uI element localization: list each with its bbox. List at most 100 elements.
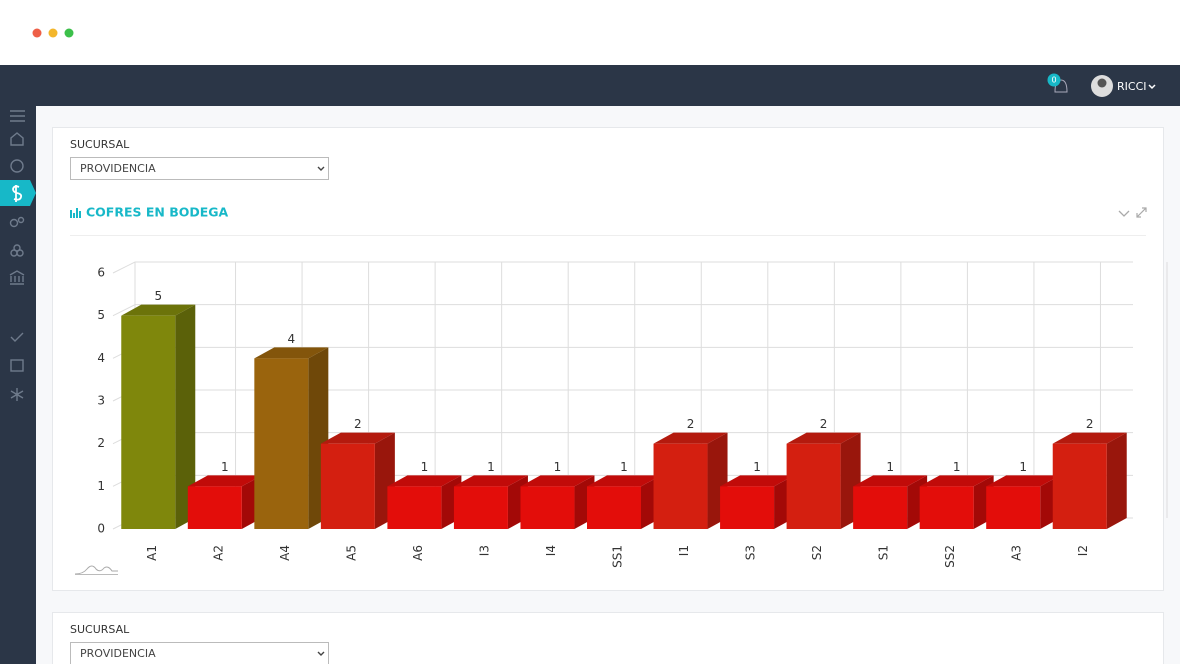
data-label: 1	[953, 460, 961, 474]
filter-label: SUCURSAL	[70, 623, 130, 636]
bar-top	[853, 475, 928, 487]
x-tick-label: A1	[145, 545, 159, 561]
y-tick-label: 2	[97, 436, 105, 450]
bar-top	[786, 432, 861, 444]
x-tick-label: S3	[744, 545, 758, 560]
y-tick-label: 1	[97, 479, 105, 493]
x-tick-label: A4	[278, 545, 292, 561]
x-tick-label: I4	[544, 545, 558, 556]
bar	[387, 475, 462, 529]
bar	[853, 475, 928, 529]
x-tick-label: SS2	[943, 545, 957, 568]
data-label: 1	[620, 460, 628, 474]
bar-front	[919, 486, 974, 529]
bar-front	[254, 358, 309, 529]
notification-badge	[1047, 73, 1061, 87]
data-label: 4	[288, 332, 296, 346]
bar	[919, 475, 994, 529]
x-tick-label: A2	[211, 545, 225, 561]
y-tick-label: 6	[97, 266, 105, 280]
grid-line	[112, 304, 1133, 317]
collapse-icon[interactable]	[1118, 210, 1130, 217]
bar-top	[653, 432, 728, 444]
expand-icon[interactable]	[1136, 207, 1147, 218]
bar-top	[187, 475, 262, 487]
bar-top	[720, 475, 795, 487]
bar	[121, 304, 196, 529]
bar-top	[320, 432, 395, 444]
data-label: 2	[354, 417, 362, 431]
window-close[interactable]	[32, 28, 42, 38]
x-tick-label: S1	[877, 545, 891, 560]
grid-line	[112, 261, 1133, 274]
filter-value: PROVIDENCIA	[80, 162, 156, 175]
y-tick-label: 0	[97, 522, 105, 536]
data-label: 1	[421, 460, 429, 474]
bar	[587, 475, 661, 529]
bar-front	[720, 486, 775, 529]
chart-title: COFRES EN BODEGA	[86, 205, 229, 220]
bar	[1052, 432, 1127, 529]
chart-icon	[70, 208, 81, 218]
bar-top	[1052, 432, 1127, 444]
bar-top	[587, 475, 661, 487]
window-minimize[interactable]	[48, 28, 58, 38]
filter-select[interactable]	[70, 642, 329, 664]
window-maximize[interactable]	[64, 28, 74, 38]
x-tick-label: I1	[677, 545, 691, 556]
bar-top	[387, 475, 462, 487]
bar-top	[254, 347, 329, 359]
notification-count: 0	[1051, 76, 1056, 85]
bar	[520, 475, 595, 529]
bar-top	[919, 475, 994, 487]
bar-top	[121, 304, 196, 316]
bar-front	[653, 443, 708, 529]
sparkline-icon	[74, 565, 118, 575]
bar-front	[387, 486, 442, 529]
data-label: 1	[753, 460, 761, 474]
x-tick-label: SS1	[611, 545, 625, 568]
sidebar-icons	[9, 110, 25, 401]
bar-side	[175, 304, 196, 529]
x-tick-label: A5	[344, 545, 358, 561]
bar-front	[853, 486, 908, 529]
avatar-head	[1097, 78, 1107, 88]
bar-front	[121, 315, 176, 529]
bar	[254, 347, 329, 529]
top-nav	[0, 65, 1180, 106]
bar-front	[520, 486, 575, 529]
data-label: 2	[1086, 417, 1094, 431]
bar	[986, 475, 1061, 529]
user-menu-caret[interactable]	[1148, 84, 1156, 90]
bar	[786, 432, 861, 529]
select-caret	[317, 166, 325, 171]
data-label: 1	[487, 460, 495, 474]
bar	[320, 432, 395, 529]
filter-label: SUCURSAL	[70, 138, 130, 151]
window-bar	[0, 0, 1180, 65]
select-caret	[317, 651, 325, 656]
y-tick-label: 3	[97, 394, 105, 408]
bar	[720, 475, 795, 529]
data-label: 1	[1019, 460, 1027, 474]
bar-front	[587, 486, 641, 529]
data-label: 1	[886, 460, 894, 474]
x-tick-label: I2	[1076, 545, 1090, 556]
x-tick-label: A6	[411, 545, 425, 561]
bar	[653, 432, 728, 529]
data-label: 5	[154, 289, 162, 303]
filter-select[interactable]	[70, 157, 329, 180]
bar-front	[1052, 443, 1107, 529]
bar-front	[187, 486, 242, 529]
user-name[interactable]: RICCI	[1117, 80, 1147, 93]
dollar-icon	[12, 185, 23, 202]
bar-front	[986, 486, 1041, 529]
bar	[453, 475, 528, 529]
data-label: 2	[820, 417, 828, 431]
bar-side	[1106, 432, 1127, 529]
bar	[187, 475, 262, 529]
data-label: 1	[221, 460, 229, 474]
bar-front	[320, 443, 375, 529]
chart: 0 1 2 3 4 5 6 A1 5 A2 1 A4 4 A5 2 A6 1 I3 1 I4 1 SS1 1 I1 2 S3 1 S2…	[97, 261, 1168, 568]
x-tick-label: S2	[810, 545, 824, 560]
